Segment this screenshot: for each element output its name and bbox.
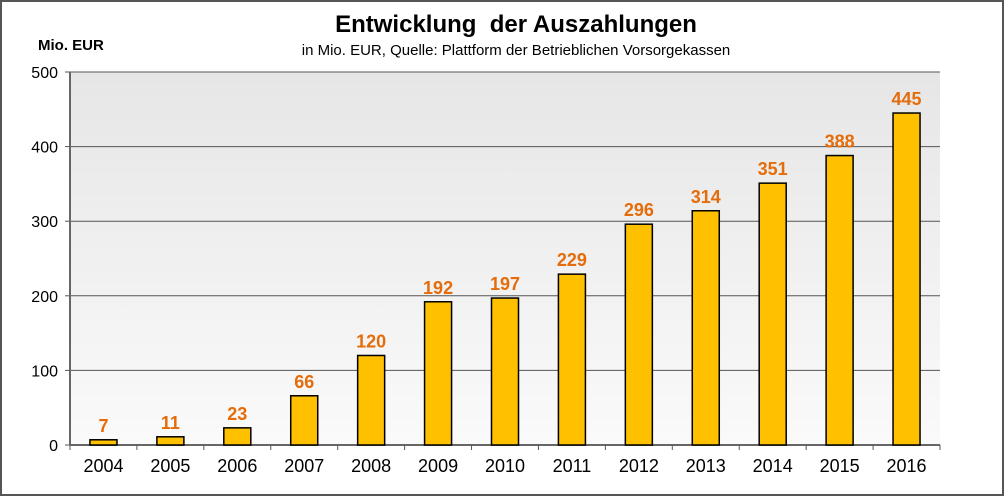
bar bbox=[223, 427, 252, 446]
y-tick-label: 300 bbox=[31, 214, 58, 231]
data-label: 314 bbox=[691, 187, 721, 207]
bar bbox=[423, 301, 453, 446]
x-tick-label: 2011 bbox=[553, 456, 592, 476]
data-label: 11 bbox=[161, 413, 180, 433]
bar bbox=[156, 436, 185, 446]
bar bbox=[490, 297, 520, 446]
x-tick-label: 2005 bbox=[150, 456, 190, 476]
y-tick-label: 500 bbox=[31, 65, 58, 82]
x-tick-label: 2007 bbox=[284, 456, 324, 476]
x-tick-label: 2004 bbox=[83, 456, 123, 476]
data-label: 120 bbox=[356, 331, 386, 351]
data-label: 388 bbox=[825, 132, 855, 152]
data-label: 445 bbox=[892, 89, 922, 109]
data-label: 229 bbox=[557, 250, 587, 270]
y-tick-label: 200 bbox=[31, 289, 58, 306]
chart-title: Entwicklung der Auszahlungen bbox=[335, 11, 697, 38]
data-label: 7 bbox=[98, 416, 108, 436]
bar bbox=[356, 354, 386, 446]
bar bbox=[557, 273, 587, 446]
x-tick-label: 2006 bbox=[217, 456, 257, 476]
bar bbox=[624, 223, 654, 446]
bar bbox=[892, 112, 921, 446]
data-label: 296 bbox=[624, 200, 654, 220]
bar bbox=[289, 395, 319, 446]
y-axis-label: Mio. EUR bbox=[38, 37, 104, 54]
data-label: 192 bbox=[423, 278, 453, 298]
bar bbox=[758, 182, 787, 446]
x-tick-label: 2008 bbox=[351, 456, 391, 476]
data-label: 66 bbox=[294, 372, 314, 392]
bar bbox=[691, 210, 721, 446]
data-label: 351 bbox=[758, 159, 788, 179]
x-tick-label: 2010 bbox=[485, 456, 525, 476]
y-tick-label: 0 bbox=[49, 438, 58, 455]
data-label: 23 bbox=[227, 404, 247, 424]
data-label: 197 bbox=[490, 274, 520, 294]
y-tick-label: 400 bbox=[31, 140, 58, 157]
x-tick-label: 2016 bbox=[887, 456, 927, 476]
bar bbox=[825, 154, 854, 446]
x-tick-label: 2014 bbox=[753, 456, 793, 476]
bar bbox=[89, 439, 118, 446]
y-tick-label: 100 bbox=[31, 363, 58, 380]
chart-subtitle: in Mio. EUR, Quelle: Plattform der Betri… bbox=[302, 42, 731, 59]
x-tick-label: 2013 bbox=[686, 456, 726, 476]
x-tick-label: 2009 bbox=[418, 456, 458, 476]
x-tick-label: 2015 bbox=[820, 456, 860, 476]
x-tick-label: 2012 bbox=[619, 456, 659, 476]
